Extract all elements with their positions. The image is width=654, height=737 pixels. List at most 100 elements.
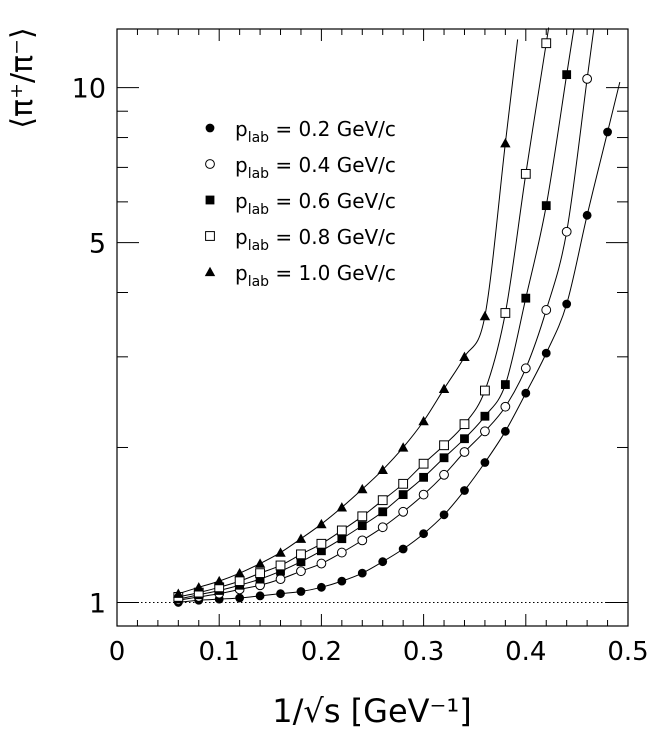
x-tick-label: 0.4 [505,637,546,667]
data-point-series-1 [419,529,428,539]
data-point-series-2 [582,73,593,84]
data-point-series-4 [459,419,470,430]
data-point-series-1 [562,299,572,309]
data-point-series-3 [337,534,347,544]
legend-label-1: plab = 0.2 GeV/c [235,117,396,146]
legend-label-2: plab = 0.4 GeV/c [235,153,396,182]
data-point-series-3 [480,411,490,421]
data-point-series-2 [561,226,572,237]
data-point-series-1 [398,544,408,554]
data-point-series-2 [357,535,368,546]
data-point-series-2 [500,401,511,412]
data-point-series-5 [418,415,429,426]
data-point-series-2 [520,363,531,374]
data-point-series-3 [419,472,428,482]
data-point-series-2 [336,547,347,558]
data-point-series-1 [296,587,306,596]
curve-series-3 [178,28,575,600]
data-point-series-4 [234,576,245,587]
data-point-series-5 [500,138,511,148]
data-point-series-2 [480,426,490,437]
data-point-series-3 [255,574,265,584]
data-point-series-4 [480,385,490,396]
data-point-series-4 [398,478,409,489]
data-point-series-5 [479,310,491,321]
data-point-series-1 [276,589,285,599]
data-point-series-1 [378,557,388,567]
data-point-series-3 [317,546,326,556]
data-point-series-4 [377,495,388,506]
data-point-series-4 [316,538,327,549]
data-point-series-1 [500,426,510,436]
x-tick-label: 0.3 [403,637,444,667]
y-tick-label: 10 [72,74,106,105]
data-point-series-2 [439,469,449,480]
data-point-series-5 [275,547,286,557]
data-point-series-4 [357,511,368,522]
data-point-series-5 [357,483,368,494]
data-point-series-3 [521,293,531,303]
legend-marker-3 [205,195,215,205]
data-point-series-1 [582,210,592,220]
data-point-series-2 [316,558,327,569]
data-point-series-3 [500,380,510,389]
data-point-series-5 [377,464,388,474]
data-point-series-3 [398,490,408,499]
data-point-series-1 [317,582,326,592]
data-point-series-2 [398,506,409,517]
data-point-series-2 [377,522,388,533]
data-point-series-2 [459,447,470,457]
data-point-series-3 [276,566,285,576]
data-point-series-5 [459,351,470,361]
data-point-series-1 [337,576,347,586]
data-point-series-5 [214,575,225,586]
data-point-series-3 [439,453,449,463]
data-point-series-3 [378,507,388,517]
data-point-series-2 [275,574,286,585]
data-point-series-4 [296,549,306,560]
x-axis-label: 1/√s [GeV⁻¹] [272,692,471,730]
legend-marker-5 [204,266,216,277]
data-point-series-5 [254,558,266,568]
data-point-series-4 [439,440,449,451]
data-point-series-5 [295,533,307,543]
data-point-series-5 [438,383,450,393]
data-point-series-4 [336,525,347,536]
data-point-series-4 [418,458,429,469]
fit-curves [178,27,621,603]
data-point-series-1 [460,486,469,495]
data-point-series-5 [234,567,245,578]
data-point-series-5 [397,442,409,452]
data-point-series-4 [275,560,286,571]
x-tick-label: 0.5 [607,637,648,667]
legend-marker-4 [205,231,215,241]
axes: 0 0.1 0.2 0.3 0.4 0.5 1 5 10 [72,29,649,667]
data-points [173,38,612,607]
data-point-series-2 [296,566,306,577]
data-point-series-1 [357,568,367,578]
data-point-series-5 [336,502,348,512]
data-point-series-5 [193,582,204,592]
data-point-series-1 [255,591,265,601]
data-point-series-3 [460,434,469,444]
data-point-series-5 [173,588,184,598]
legend: plab = 0.2 GeV/c plab = 0.4 GeV/c plab = 0… [204,117,396,290]
plot-frame [116,28,629,627]
data-point-series-4 [500,308,511,318]
data-point-series-3 [541,201,551,211]
data-point-series-2 [418,489,429,500]
legend-label-4: plab = 0.8 GeV/c [235,225,396,254]
legend-marker-1 [205,123,215,133]
legend-marker-2 [205,159,215,169]
data-point-series-1 [439,510,449,520]
y-tick-label: 1 [89,588,106,619]
data-point-series-1 [235,593,245,603]
data-point-series-2 [541,305,552,315]
y-axis-label: ⟨π⁺/π⁻⟩ [5,27,40,128]
x-tick-label: 0 [109,637,126,667]
data-point-series-3 [296,557,306,567]
data-point-series-1 [603,127,612,137]
x-tick-label: 0.1 [199,637,240,667]
legend-label-5: plab = 1.0 GeV/c [235,261,396,290]
